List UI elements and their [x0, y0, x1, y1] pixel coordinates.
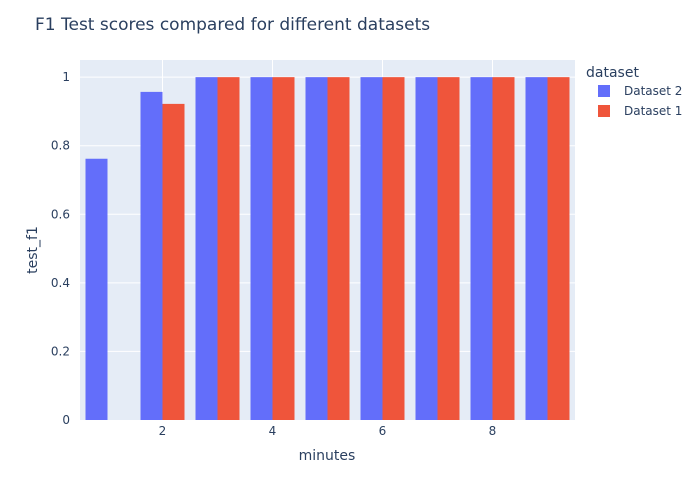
bar-dataset-1-x4[interactable]: [272, 77, 295, 421]
bar-dataset-1-x6[interactable]: [382, 77, 405, 421]
bar-dataset-2-x8[interactable]: [470, 77, 493, 421]
bar-dataset-2-x5[interactable]: [305, 77, 328, 421]
bar-dataset-2-x1[interactable]: [85, 158, 108, 420]
bars: [85, 77, 570, 421]
bar-dataset-2-x7[interactable]: [415, 77, 438, 421]
legend[interactable]: dataset Dataset 2 Dataset 1: [586, 65, 682, 118]
legend-title: dataset: [586, 65, 639, 81]
x-tick-label: 4: [269, 424, 277, 438]
y-tick-label: 0.2: [51, 344, 70, 358]
bar-dataset-2-x4[interactable]: [250, 77, 273, 421]
bar-dataset-2-x3[interactable]: [195, 77, 218, 421]
chart-title: F1 Test scores compared for different da…: [35, 15, 430, 35]
legend-item-dataset-1[interactable]: Dataset 1: [598, 104, 682, 118]
y-tick-labels: 0 0.2 0.4 0.6 0.8 1: [51, 70, 70, 427]
x-tick-label: 2: [159, 424, 167, 438]
legend-swatch: [598, 105, 610, 117]
legend-label: Dataset 2: [624, 84, 682, 98]
bar-dataset-2-x6[interactable]: [360, 77, 383, 421]
y-tick-label: 0: [62, 413, 70, 427]
bar-dataset-1-x2[interactable]: [162, 103, 185, 420]
bar-dataset-2-x2[interactable]: [140, 91, 163, 420]
bar-dataset-1-x9[interactable]: [547, 77, 570, 421]
y-tick-label: 0.4: [51, 276, 70, 290]
x-tick-labels: 2 4 6 8: [159, 424, 497, 438]
legend-items[interactable]: Dataset 2 Dataset 1: [598, 84, 682, 118]
y-tick-label: 0.8: [51, 139, 70, 153]
bar-dataset-1-x8[interactable]: [492, 77, 515, 421]
y-tick-label: 1: [62, 70, 70, 84]
x-axis-title: minutes: [299, 448, 356, 464]
bar-dataset-2-x9[interactable]: [525, 77, 548, 421]
x-tick-label: 6: [379, 424, 387, 438]
x-tick-label: 8: [489, 424, 497, 438]
legend-label: Dataset 1: [624, 104, 682, 118]
bar-dataset-1-x7[interactable]: [437, 77, 460, 421]
legend-swatch: [598, 85, 610, 97]
legend-item-dataset-2[interactable]: Dataset 2: [598, 84, 682, 98]
bar-dataset-1-x5[interactable]: [327, 77, 350, 421]
y-tick-label: 0.6: [51, 207, 70, 221]
y-axis-title: test_f1: [25, 226, 41, 274]
bar-dataset-1-x3[interactable]: [217, 77, 240, 421]
